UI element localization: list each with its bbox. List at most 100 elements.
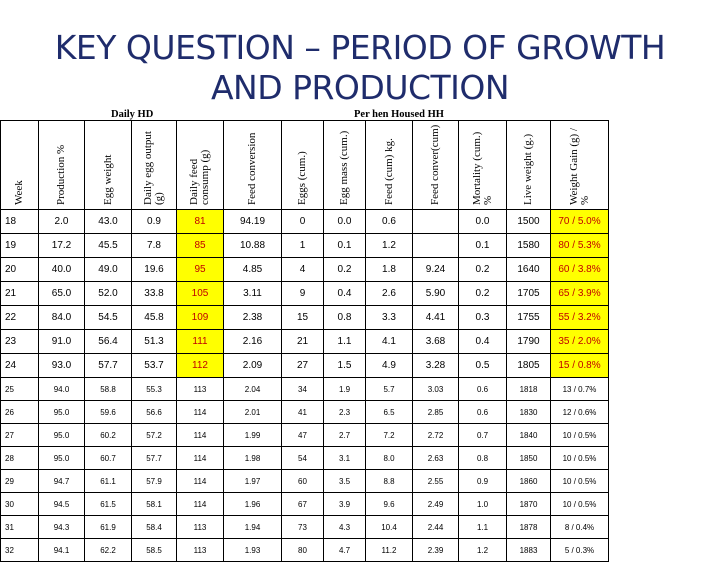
table-cell: 2.09 <box>223 353 282 378</box>
table-cell: 112 <box>176 353 224 378</box>
table-cell: 2.49 <box>412 492 459 516</box>
table-cell: 1.9 <box>323 377 366 401</box>
column-header: Egg mass (cum.) <box>323 120 366 210</box>
table-cell: 0.0 <box>458 209 507 234</box>
table-row: 19 17.2 45.5 7.8 85 10.88 1 0.1 1.2 0.1 1580 80 / 5… <box>0 233 609 258</box>
table-cell: 113 <box>176 538 224 562</box>
table-cell: 114 <box>176 492 224 516</box>
table-cell: 10 / 0.5% <box>550 423 609 447</box>
table-cell: 0.8 <box>323 305 366 330</box>
column-header: Feed conver(cum) <box>412 120 459 210</box>
table-cell: 55.3 <box>131 377 177 401</box>
table-cell: 61.9 <box>84 515 132 539</box>
column-header: Weight Gain (g) / % <box>550 120 609 210</box>
table-cell: 1.5 <box>323 353 366 378</box>
table-cell: 2.38 <box>223 305 282 330</box>
table-cell: 58.5 <box>131 538 177 562</box>
table-cell: 2.44 <box>412 515 459 539</box>
table-cell: 0.8 <box>458 446 507 470</box>
table-cell: 45.8 <box>131 305 177 330</box>
table-cell: 61.1 <box>84 469 132 493</box>
table-cell: 2.72 <box>412 423 459 447</box>
table-cell: 35 / 2.0% <box>550 329 609 354</box>
table-cell: 94.19 <box>223 209 282 234</box>
table-row: 22 84.0 54.5 45.8 109 2.38 15 0.8 3.3 4.41 0.3 1755… <box>0 305 609 330</box>
table-cell: 65.0 <box>38 281 85 306</box>
table-cell: 8.0 <box>365 446 413 470</box>
table-cell: 4.1 <box>365 329 413 354</box>
table-cell: 0.2 <box>323 257 366 282</box>
table-cell: 4 <box>281 257 324 282</box>
table-cell: 1870 <box>506 492 551 516</box>
column-header: Feed (cum) kg. <box>365 120 413 210</box>
table-row: 28 95.0 60.7 57.7 114 1.98 54 3.1 8.0 2.63 0.8 1850… <box>0 446 609 470</box>
table-cell: 4.41 <box>412 305 459 330</box>
column-header-label: Egg mass (cum.) <box>338 130 350 205</box>
table-row: 21 65.0 52.0 33.8 105 3.11 9 0.4 2.6 5.90 0.2 1705 6… <box>0 281 609 306</box>
table-cell: 0.1 <box>458 233 507 258</box>
table-cell: 94.5 <box>38 492 85 516</box>
table-cell: 57.7 <box>84 353 132 378</box>
table-cell: 0.6 <box>458 400 507 424</box>
table-cell: 94.3 <box>38 515 85 539</box>
table-cell: 19 <box>0 233 39 258</box>
table-cell: 52.0 <box>84 281 132 306</box>
table-cell: 4.9 <box>365 353 413 378</box>
table-cell: 2.04 <box>223 377 282 401</box>
table-cell: 1883 <box>506 538 551 562</box>
table-cell: 5.90 <box>412 281 459 306</box>
table-cell: 91.0 <box>38 329 85 354</box>
table-cell: 47 <box>281 423 324 447</box>
table-cell: 0.4 <box>323 281 366 306</box>
column-header: Week <box>0 120 39 210</box>
column-header-label: Feed conver(cum) <box>429 124 441 205</box>
table-cell: 57.7 <box>131 446 177 470</box>
table-row: 25 94.0 58.8 55.3 113 2.04 34 1.9 5.7 3.03 0.6 1818… <box>0 377 609 401</box>
table-cell: 58.8 <box>84 377 132 401</box>
table-cell: 8.8 <box>365 469 413 493</box>
table-cell: 1640 <box>506 257 551 282</box>
table-cell: 2.16 <box>223 329 282 354</box>
table-cell: 23 <box>0 329 39 354</box>
table-cell: 0.3 <box>458 305 507 330</box>
table-cell: 7.8 <box>131 233 177 258</box>
table-cell: 30 <box>0 492 39 516</box>
table-cell: 2.7 <box>323 423 366 447</box>
table-cell: 93.0 <box>38 353 85 378</box>
table-cell: 1830 <box>506 400 551 424</box>
table-cell: 2.6 <box>365 281 413 306</box>
table-cell: 3.11 <box>223 281 282 306</box>
table-cell: 2.3 <box>323 400 366 424</box>
table-cell: 15 / 0.8% <box>550 353 609 378</box>
table-cell: 54.5 <box>84 305 132 330</box>
table-cell: 114 <box>176 400 224 424</box>
table-cell: 1705 <box>506 281 551 306</box>
table-cell: 9.6 <box>365 492 413 516</box>
table-cell: 57.9 <box>131 469 177 493</box>
table-cell: 10 / 0.5% <box>550 469 609 493</box>
column-header-label: Production % <box>55 144 67 205</box>
table-cell: 45.5 <box>84 233 132 258</box>
table-cell: 1818 <box>506 377 551 401</box>
table-cell: 95.0 <box>38 446 85 470</box>
column-header-label: Weight Gain (g) / % <box>567 127 591 205</box>
table-cell: 94.0 <box>38 377 85 401</box>
table-cell: 95 <box>176 257 224 282</box>
table-cell: 4.3 <box>323 515 366 539</box>
table-cell: 80 / 5.3% <box>550 233 609 258</box>
table-cell: 29 <box>0 469 39 493</box>
column-header-label: Feed (cum) kg. <box>382 138 395 205</box>
column-header-label: Week <box>13 180 25 205</box>
table-cell: 1.99 <box>223 423 282 447</box>
table-row: 30 94.5 61.5 58.1 114 1.96 67 3.9 9.6 2.49 1.0 1870… <box>0 492 609 516</box>
table-cell: 84.0 <box>38 305 85 330</box>
column-header-label: Live weight (g.) <box>522 133 534 205</box>
table-cell: 60.2 <box>84 423 132 447</box>
table-cell <box>412 209 459 234</box>
table-cell: 0.4 <box>458 329 507 354</box>
table-cell: 10.88 <box>223 233 282 258</box>
table-cell: 53.7 <box>131 353 177 378</box>
table-cell <box>412 233 459 258</box>
table-row: 23 91.0 56.4 51.3 111 2.16 21 1.1 4.1 3.68 0.4 1790… <box>0 329 609 354</box>
table-cell: 10.4 <box>365 515 413 539</box>
